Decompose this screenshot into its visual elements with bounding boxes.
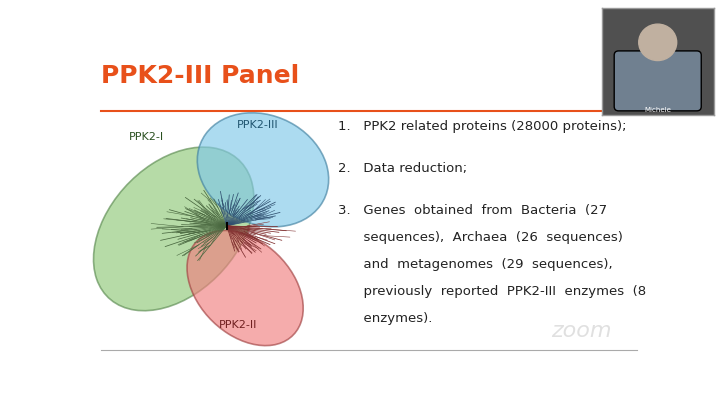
- Ellipse shape: [197, 113, 328, 227]
- FancyBboxPatch shape: [614, 51, 701, 111]
- Text: Michele: Michele: [644, 107, 671, 113]
- Text: PPK2-III Panel: PPK2-III Panel: [101, 64, 300, 88]
- Text: sequences),  Archaea  (26  sequences): sequences), Archaea (26 sequences): [338, 231, 624, 244]
- Ellipse shape: [94, 147, 254, 311]
- Text: PPK2-I: PPK2-I: [129, 132, 164, 142]
- Circle shape: [639, 24, 677, 61]
- Text: zoom: zoom: [552, 321, 612, 341]
- Text: previously  reported  PPK2-III  enzymes  (8: previously reported PPK2-III enzymes (8: [338, 285, 647, 298]
- Text: enzymes).: enzymes).: [338, 312, 433, 325]
- Text: PPK2-II: PPK2-II: [219, 320, 257, 330]
- Text: 2.   Data reduction;: 2. Data reduction;: [338, 162, 467, 175]
- Text: 3.   Genes  obtained  from  Bacteria  (27: 3. Genes obtained from Bacteria (27: [338, 204, 608, 217]
- Text: PPK2-III: PPK2-III: [237, 120, 278, 130]
- Ellipse shape: [187, 230, 303, 345]
- Text: 1.   PPK2 related proteins (28000 proteins);: 1. PPK2 related proteins (28000 proteins…: [338, 120, 627, 133]
- Text: and  metagenomes  (29  sequences),: and metagenomes (29 sequences),: [338, 258, 613, 271]
